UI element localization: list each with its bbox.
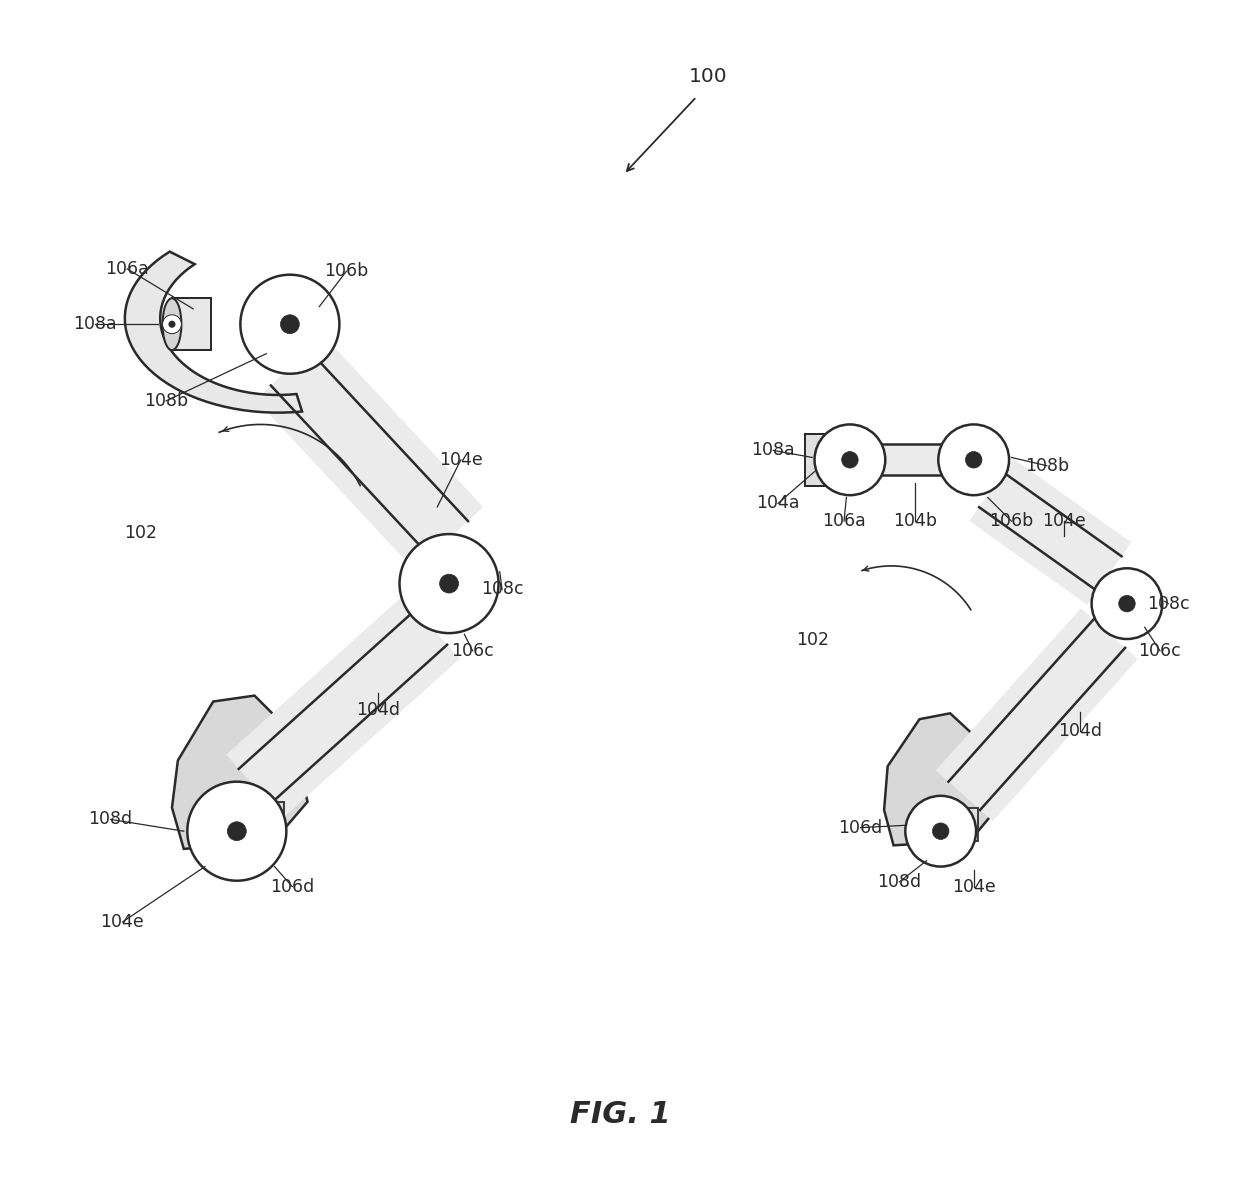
Ellipse shape bbox=[162, 298, 181, 350]
Polygon shape bbox=[172, 696, 308, 849]
Polygon shape bbox=[125, 251, 303, 413]
Text: 104b: 104b bbox=[893, 512, 936, 531]
Circle shape bbox=[932, 823, 949, 839]
Text: 100: 100 bbox=[689, 67, 728, 86]
Text: 106c: 106c bbox=[451, 641, 494, 660]
Polygon shape bbox=[254, 802, 284, 841]
Text: 108d: 108d bbox=[88, 810, 133, 829]
Text: 104a: 104a bbox=[756, 494, 800, 513]
Text: 106a: 106a bbox=[822, 512, 866, 531]
Circle shape bbox=[440, 574, 459, 593]
Circle shape bbox=[227, 822, 247, 841]
Text: 106c: 106c bbox=[1138, 641, 1182, 660]
Circle shape bbox=[169, 321, 176, 328]
Text: 106a: 106a bbox=[105, 259, 149, 278]
Polygon shape bbox=[936, 608, 1138, 822]
Circle shape bbox=[966, 452, 982, 468]
Polygon shape bbox=[884, 713, 999, 845]
Text: 104d: 104d bbox=[1058, 722, 1102, 740]
Text: 106b: 106b bbox=[325, 262, 368, 281]
Text: 108b: 108b bbox=[144, 391, 188, 410]
Text: 104e: 104e bbox=[439, 450, 482, 469]
Polygon shape bbox=[882, 444, 942, 475]
Text: 108d: 108d bbox=[878, 872, 921, 891]
Text: 102: 102 bbox=[124, 523, 156, 542]
Text: 108c: 108c bbox=[1147, 594, 1189, 613]
Text: 104d: 104d bbox=[356, 700, 401, 719]
Text: 108c: 108c bbox=[481, 580, 523, 599]
Circle shape bbox=[842, 452, 858, 468]
Circle shape bbox=[905, 796, 976, 867]
Text: 108b: 108b bbox=[1024, 456, 1069, 475]
Circle shape bbox=[939, 424, 1009, 495]
Polygon shape bbox=[172, 298, 211, 350]
Circle shape bbox=[1091, 568, 1162, 639]
Text: 108a: 108a bbox=[73, 315, 117, 334]
Text: 108a: 108a bbox=[751, 441, 795, 460]
Text: 104e: 104e bbox=[952, 877, 996, 896]
Polygon shape bbox=[226, 595, 460, 818]
Polygon shape bbox=[255, 336, 484, 571]
Text: 104e: 104e bbox=[1043, 512, 1086, 531]
Text: FIG. 1: FIG. 1 bbox=[569, 1100, 671, 1128]
Circle shape bbox=[280, 315, 299, 334]
Circle shape bbox=[241, 275, 340, 374]
Text: 102: 102 bbox=[796, 631, 828, 650]
Text: 106b: 106b bbox=[990, 512, 1034, 531]
Polygon shape bbox=[805, 434, 826, 486]
Circle shape bbox=[1118, 595, 1136, 612]
Text: 106d: 106d bbox=[838, 818, 883, 837]
Text: 104e: 104e bbox=[100, 913, 144, 931]
Circle shape bbox=[815, 424, 885, 495]
Circle shape bbox=[187, 782, 286, 881]
Polygon shape bbox=[952, 808, 978, 841]
Circle shape bbox=[162, 315, 181, 334]
Circle shape bbox=[399, 534, 498, 633]
Polygon shape bbox=[970, 459, 1131, 605]
Text: 106d: 106d bbox=[270, 877, 315, 896]
